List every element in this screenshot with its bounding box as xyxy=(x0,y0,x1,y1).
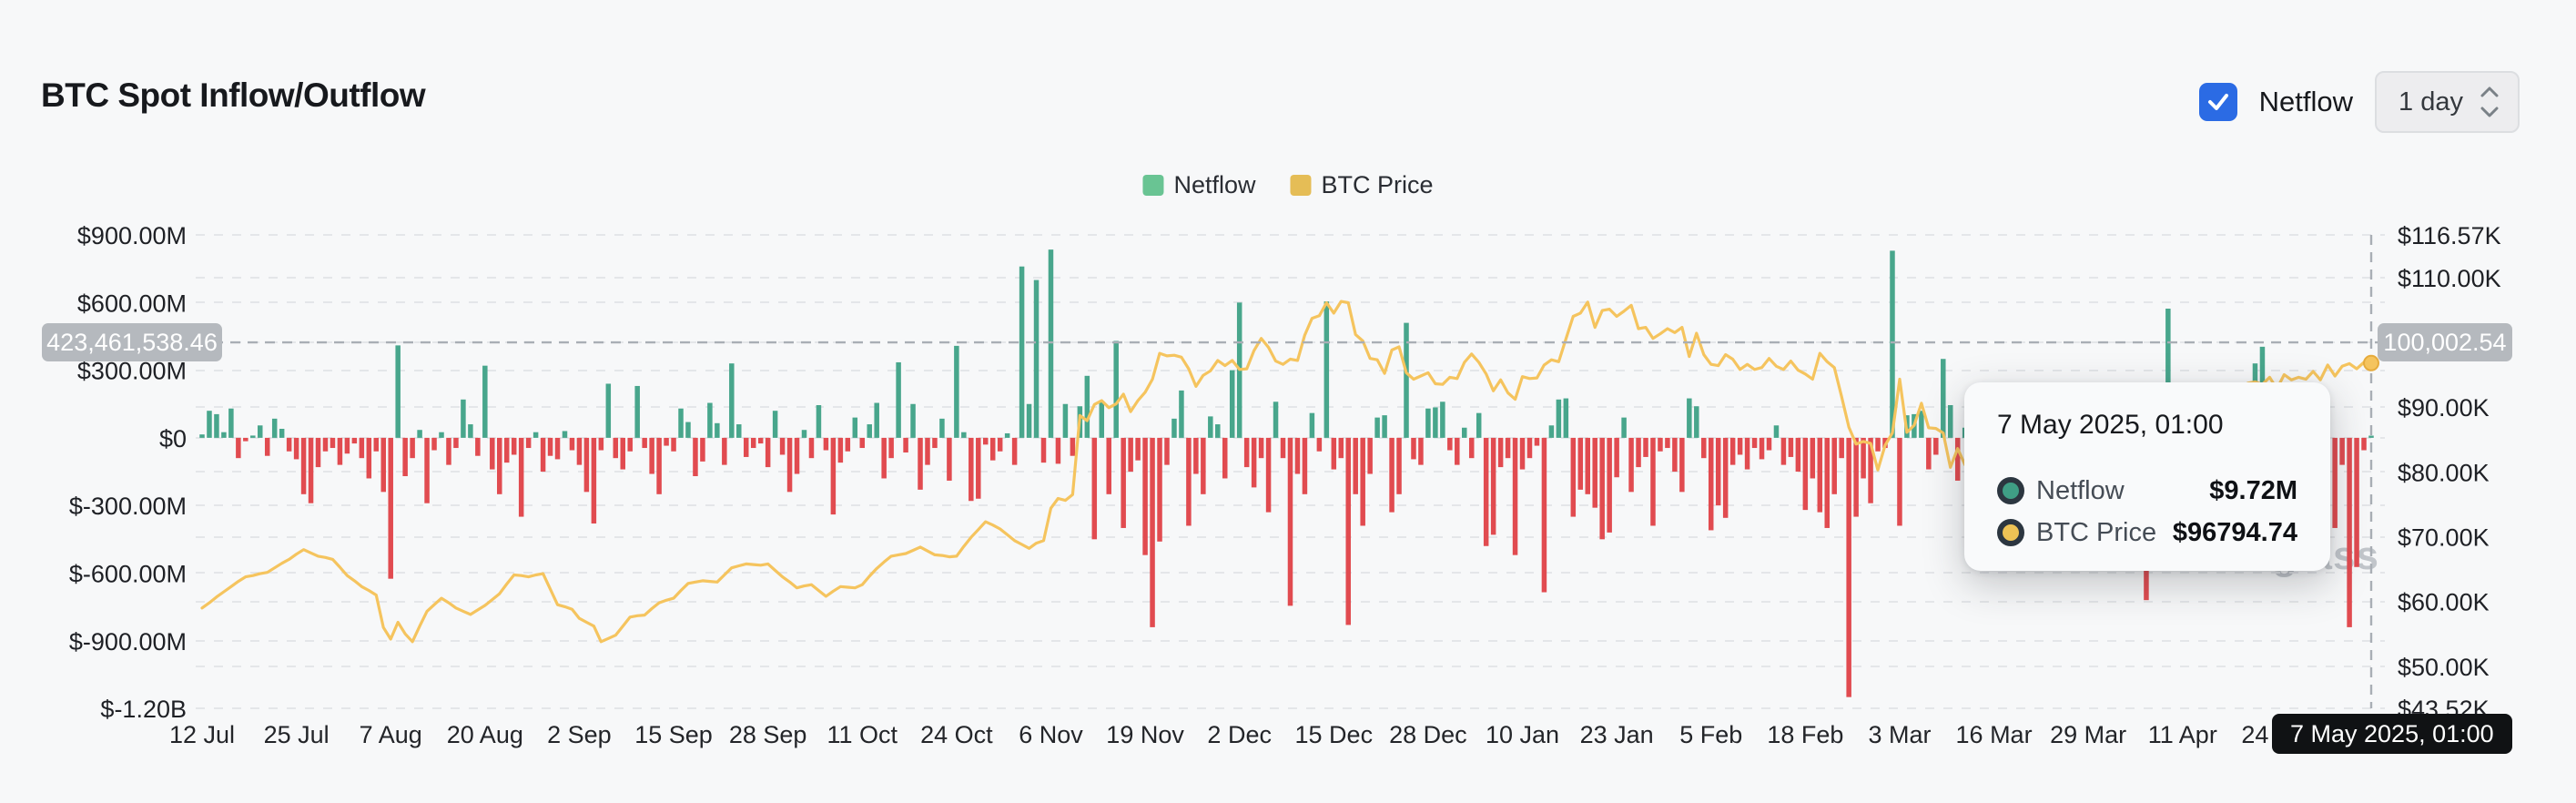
netflow-toggle-label: Netflow xyxy=(2258,86,2354,117)
svg-text:15 Sep: 15 Sep xyxy=(634,721,713,748)
left-axis-labels: $900.00M $600.00M $300.00M $0 $-300.00M $-600… xyxy=(69,222,187,723)
svg-text:$600.00M: $600.00M xyxy=(77,290,187,317)
btc-price-series-dot-icon xyxy=(1997,519,2024,546)
svg-text:$-900.00M: $-900.00M xyxy=(69,628,187,656)
svg-text:2 Dec: 2 Dec xyxy=(1207,721,1272,748)
svg-text:10 Jan: 10 Jan xyxy=(1486,721,1559,748)
svg-text:$300.00M: $300.00M xyxy=(77,358,187,385)
page-title: BTC Spot Inflow/Outflow xyxy=(41,76,426,114)
svg-text:24 Oct: 24 Oct xyxy=(920,721,993,748)
svg-text:$900.00M: $900.00M xyxy=(77,222,187,249)
x-axis-labels: 12 Jul 25 Jul 7 Aug 20 Aug 2 Sep 15 Sep 28 Sep… xyxy=(169,721,2312,748)
crosshair-left-value-badge: 423,461,538.46 xyxy=(42,323,222,361)
right-axis-labels: $116.57K$110.00K$100.00K$90.00K$80.00K$7… xyxy=(2398,222,2503,723)
svg-text:$60.00K: $60.00K xyxy=(2398,589,2490,616)
legend-label: BTC Price xyxy=(1321,171,1434,198)
svg-text:$70.00K: $70.00K xyxy=(2398,524,2490,552)
tooltip-series-label: BTC Price xyxy=(2036,517,2157,547)
tooltip-series-label: Netflow xyxy=(2036,475,2125,505)
svg-text:7 Aug: 7 Aug xyxy=(360,721,422,748)
netflow-checkbox[interactable] xyxy=(2198,83,2237,121)
svg-text:$80.00K: $80.00K xyxy=(2398,459,2490,486)
netflow-series-dot-icon xyxy=(1997,477,2024,504)
chart-tooltip: 7 May 2025, 01:00 Netflow $9.72M BTC Pri… xyxy=(1964,382,2330,571)
price-hover-point xyxy=(2363,354,2379,371)
svg-text:11 Oct: 11 Oct xyxy=(827,721,898,748)
tooltip-series-value: $9.72M xyxy=(2209,475,2297,505)
svg-text:16 Mar: 16 Mar xyxy=(1956,721,2033,748)
crosshair-right-value-badge: 100,002.54 xyxy=(2378,323,2512,361)
svg-text:11 Apr: 11 Apr xyxy=(2148,721,2217,748)
crosshair-date-badge: 7 May 2025, 01:00 xyxy=(2272,714,2512,754)
svg-text:12 Jul: 12 Jul xyxy=(169,721,235,748)
svg-text:28 Dec: 28 Dec xyxy=(1389,721,1467,748)
svg-text:3 Mar: 3 Mar xyxy=(1868,721,1931,748)
tooltip-series-value: $96794.74 xyxy=(2172,517,2297,547)
svg-text:$-600.00M: $-600.00M xyxy=(69,560,187,587)
svg-text:19 Nov: 19 Nov xyxy=(1106,721,1184,748)
legend-label: Netflow xyxy=(1173,171,1256,198)
interval-select[interactable]: 1 day xyxy=(2375,71,2520,133)
btc-price-swatch xyxy=(1290,175,1312,196)
svg-text:15 Dec: 15 Dec xyxy=(1295,721,1374,748)
svg-text:$90.00K: $90.00K xyxy=(2398,394,2490,422)
crosshair-lines xyxy=(196,235,2385,708)
svg-text:$-1.20B: $-1.20B xyxy=(100,696,187,723)
svg-text:18 Feb: 18 Feb xyxy=(1767,721,1843,748)
svg-text:5 Feb: 5 Feb xyxy=(1679,721,1742,748)
svg-text:29 Mar: 29 Mar xyxy=(2050,721,2126,748)
svg-text:2 Sep: 2 Sep xyxy=(547,721,612,748)
tooltip-row-netflow: Netflow $9.72M xyxy=(1997,470,2297,512)
legend-item-netflow[interactable]: Netflow xyxy=(1142,171,1256,199)
svg-text:23 Jan: 23 Jan xyxy=(1580,721,1654,748)
svg-text:$116.57K: $116.57K xyxy=(2398,222,2501,249)
svg-text:$50.00K: $50.00K xyxy=(2398,654,2490,681)
svg-text:$-300.00M: $-300.00M xyxy=(69,493,187,520)
check-icon xyxy=(2207,94,2228,110)
chart-legend: Netflow BTC Price xyxy=(1142,171,1434,199)
tooltip-row-btc-price: BTC Price $96794.74 xyxy=(1997,512,2297,554)
legend-item-btc-price[interactable]: BTC Price xyxy=(1290,171,1434,199)
svg-text:$0: $0 xyxy=(159,425,187,452)
netflow-swatch xyxy=(1142,175,1164,196)
interval-select-value: 1 day xyxy=(2399,86,2463,117)
svg-text:$110.00K: $110.00K xyxy=(2398,265,2501,292)
header-controls: Netflow 1 day xyxy=(2198,71,2520,133)
svg-text:20 Aug: 20 Aug xyxy=(447,721,523,748)
svg-text:25 Jul: 25 Jul xyxy=(264,721,330,748)
svg-text:6 Nov: 6 Nov xyxy=(1019,721,1083,748)
tooltip-title: 7 May 2025, 01:00 xyxy=(1997,410,2224,440)
svg-text:28 Sep: 28 Sep xyxy=(729,721,807,748)
spinner-chevrons-icon xyxy=(2480,86,2499,117)
